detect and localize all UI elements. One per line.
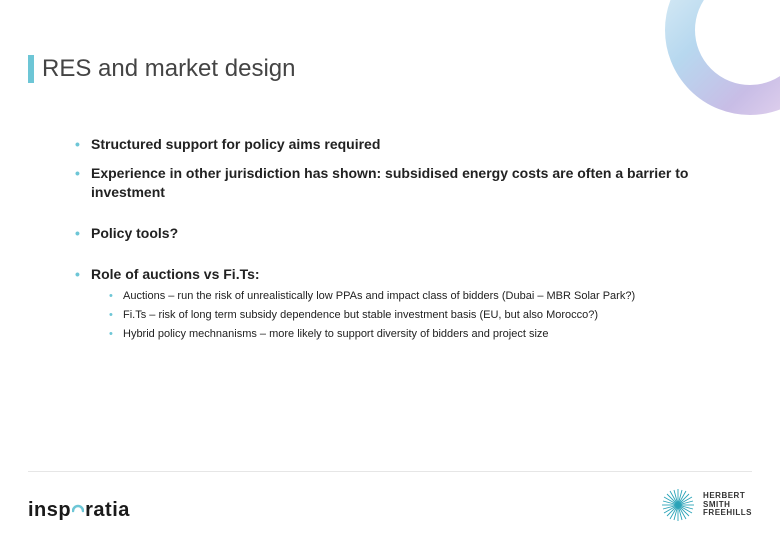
page-title: RES and market design <box>42 55 295 83</box>
hsf-logo: HERBERT SMITH FREEHILLS <box>661 488 752 522</box>
content-area: Structured support for policy aims requi… <box>75 135 720 352</box>
hsf-line: FREEHILLS <box>703 509 752 518</box>
bullet-text: Structured support for policy aims requi… <box>91 136 380 152</box>
inspiratia-logo: insp ratia <box>28 498 130 522</box>
sub-bullet-text: Auctions – run the risk of unrealistical… <box>123 290 635 302</box>
bullet-text: Experience in other jurisdiction has sho… <box>91 165 689 200</box>
logo-text-part: ratia <box>85 499 130 522</box>
bullet-list: Structured support for policy aims requi… <box>75 135 720 342</box>
sub-bullet-text: Hybrid policy mechnanisms – more likely … <box>123 328 549 340</box>
list-item: Experience in other jurisdiction has sho… <box>75 164 720 202</box>
footer: insp ratia <box>28 488 752 522</box>
logo-text-part: insp <box>28 499 71 522</box>
bullet-text: Role of auctions vs Fi.Ts: <box>91 266 260 282</box>
list-item: Fi.Ts – risk of long term subsidy depend… <box>109 308 720 323</box>
slide: RES and market design Structured support… <box>0 0 780 540</box>
sub-bullet-text: Fi.Ts – risk of long term subsidy depend… <box>123 309 598 321</box>
list-item: Auctions – run the risk of unrealistical… <box>109 289 720 304</box>
footer-divider <box>28 471 752 472</box>
logo-arc-icon <box>72 498 84 522</box>
list-item: Hybrid policy mechnanisms – more likely … <box>109 327 720 342</box>
list-item: Policy tools? <box>75 224 720 243</box>
hsf-burst-icon <box>661 488 695 522</box>
list-item: Structured support for policy aims requi… <box>75 135 720 154</box>
decorative-ring-icon <box>660 0 780 120</box>
hsf-logo-text: HERBERT SMITH FREEHILLS <box>703 492 752 518</box>
list-item: Role of auctions vs Fi.Ts: Auctions – ru… <box>75 265 720 342</box>
sub-bullet-list: Auctions – run the risk of unrealistical… <box>109 289 720 342</box>
title-accent-bar <box>28 55 34 83</box>
title-row: RES and market design <box>28 55 295 83</box>
bullet-text: Policy tools? <box>91 225 178 241</box>
